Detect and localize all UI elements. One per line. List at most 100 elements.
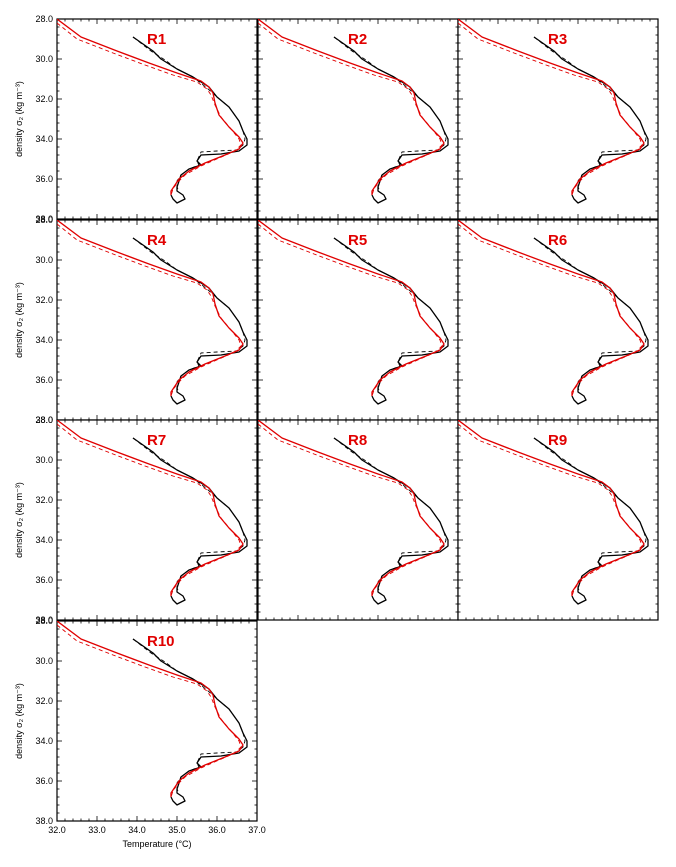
- series-line-red-dashed: [57, 22, 242, 196]
- y-axis-title: density σ₂ (kg m⁻³): [14, 482, 24, 558]
- panel-label: R6: [548, 232, 567, 249]
- panel-r2: R2: [257, 18, 459, 220]
- x-axis-title: Temperature (°C): [122, 839, 191, 849]
- panel-r4: 28.0 30.0 32.0 34.0 36.0 38.0 density σ₂ (kg m…: [14, 215, 258, 425]
- series-line-red-dashed: [258, 22, 443, 196]
- panel-frame: [56, 18, 258, 220]
- series-group: [57, 19, 248, 204]
- panel-r6: R6: [457, 219, 659, 421]
- series-line-black-dashed: [533, 437, 647, 593]
- y-tick-label: 34.0: [35, 335, 53, 345]
- y-tick-label: 36.0: [35, 174, 53, 184]
- panel-frame: [457, 18, 659, 220]
- series-group: [258, 19, 449, 204]
- series-line-black-dashed: [333, 237, 447, 393]
- y-tick-label: 28.0: [35, 215, 53, 225]
- panel-label: R7: [147, 432, 166, 449]
- panel-r7: 28.0 30.0 32.0 34.0 36.0 38.0 density σ₂ (kg m…: [14, 415, 258, 625]
- series-line-red-dashed: [57, 624, 242, 798]
- series-line-red-solid: [458, 220, 645, 396]
- series-group: [458, 19, 649, 204]
- series-line-red-solid: [458, 19, 645, 195]
- y-tick-label: 30.0: [35, 54, 53, 64]
- x-tick-label: 36.0: [208, 825, 226, 835]
- series-group: [458, 420, 649, 605]
- panel-label: R5: [348, 232, 367, 249]
- y-tick-label: 38.0: [35, 214, 53, 224]
- panel-frame: [257, 219, 459, 421]
- panel-label: R10: [147, 633, 175, 650]
- y-tick-label: 28.0: [35, 616, 53, 626]
- series-line-red-dashed: [458, 423, 643, 597]
- x-tick-label: 33.0: [88, 825, 106, 835]
- y-tick-label: 36.0: [35, 375, 53, 385]
- y-tick-label: 30.0: [35, 656, 53, 666]
- panel-r10: 28.0 30.0 32.0 34.0 36.0 38.0 density σ₂ (kg m…: [14, 616, 266, 849]
- panel-label: R4: [147, 232, 167, 249]
- y-tick-label: 32.0: [35, 495, 53, 505]
- series-line-red-solid: [57, 19, 244, 195]
- panel-label: R9: [548, 432, 567, 449]
- y-tick-label: 30.0: [35, 255, 53, 265]
- x-tick-label: 32.0: [48, 825, 66, 835]
- series-line-red-solid: [258, 19, 445, 195]
- panel-frame: [457, 419, 659, 621]
- series-line-black-dashed: [533, 36, 647, 192]
- panel-frame: [257, 18, 459, 220]
- y-axis-title: density σ₂ (kg m⁻³): [14, 282, 24, 358]
- series-line-black-dashed: [333, 36, 447, 192]
- series-line-black-dashed: [132, 638, 246, 794]
- x-tick-label: 35.0: [168, 825, 186, 835]
- y-tick-label: 36.0: [35, 776, 53, 786]
- series-line-black-dashed: [533, 237, 647, 393]
- panel-r5: R5: [257, 219, 459, 421]
- y-tick-label: 28.0: [35, 415, 53, 425]
- panel-r8: R8: [257, 419, 459, 621]
- y-tick-label: 36.0: [35, 575, 53, 585]
- y-tick-label: 38.0: [35, 816, 53, 826]
- y-axis-title: density σ₂ (kg m⁻³): [14, 683, 24, 759]
- series-line-red-dashed: [258, 423, 443, 597]
- series-group: [57, 420, 248, 605]
- series-line-black-dashed: [132, 437, 246, 593]
- y-tick-label: 34.0: [35, 736, 53, 746]
- series-group: [258, 420, 449, 605]
- series-line-red-solid: [258, 220, 445, 396]
- panel-frame: [257, 419, 459, 621]
- series-line-red-dashed: [57, 423, 242, 597]
- y-tick-label: 30.0: [35, 455, 53, 465]
- panel-r3: R3: [457, 18, 659, 220]
- y-tick-label: 32.0: [35, 94, 53, 104]
- series-line-red-dashed: [458, 223, 643, 397]
- series-line-red-solid: [258, 420, 445, 596]
- series-group: [458, 220, 649, 405]
- panel-frame: [56, 219, 258, 421]
- series-line-black-dashed: [333, 437, 447, 593]
- panel-label: R2: [348, 31, 367, 48]
- panel-r1: 28.0 30.0 32.0 34.0 36.0 38.0 density σ₂ (kg m…: [14, 14, 258, 224]
- x-tick-label: 37.0: [248, 825, 266, 835]
- series-line-black-dashed: [132, 36, 246, 192]
- y-tick-label: 32.0: [35, 295, 53, 305]
- series-line-red-solid: [57, 621, 244, 797]
- series-line-red-solid: [458, 420, 645, 596]
- y-tick-label: 34.0: [35, 134, 53, 144]
- panel-label: R3: [548, 31, 567, 48]
- series-group: [57, 621, 248, 806]
- series-line-red-solid: [57, 420, 244, 596]
- y-tick-label: 32.0: [35, 696, 53, 706]
- series-line-red-solid: [57, 220, 244, 396]
- panel-frame: [56, 620, 258, 822]
- x-tick-label: 34.0: [128, 825, 146, 835]
- panel-r9: R9: [457, 419, 659, 621]
- panel-frame: [56, 419, 258, 621]
- y-tick-label: 34.0: [35, 535, 53, 545]
- panel-label: R8: [348, 432, 367, 449]
- y-tick-label: 38.0: [35, 415, 53, 425]
- series-line-red-dashed: [458, 22, 643, 196]
- panel-label: R1: [147, 31, 166, 48]
- series-line-red-dashed: [258, 223, 443, 397]
- y-tick-label: 28.0: [35, 14, 53, 24]
- y-axis-title: density σ₂ (kg m⁻³): [14, 81, 24, 157]
